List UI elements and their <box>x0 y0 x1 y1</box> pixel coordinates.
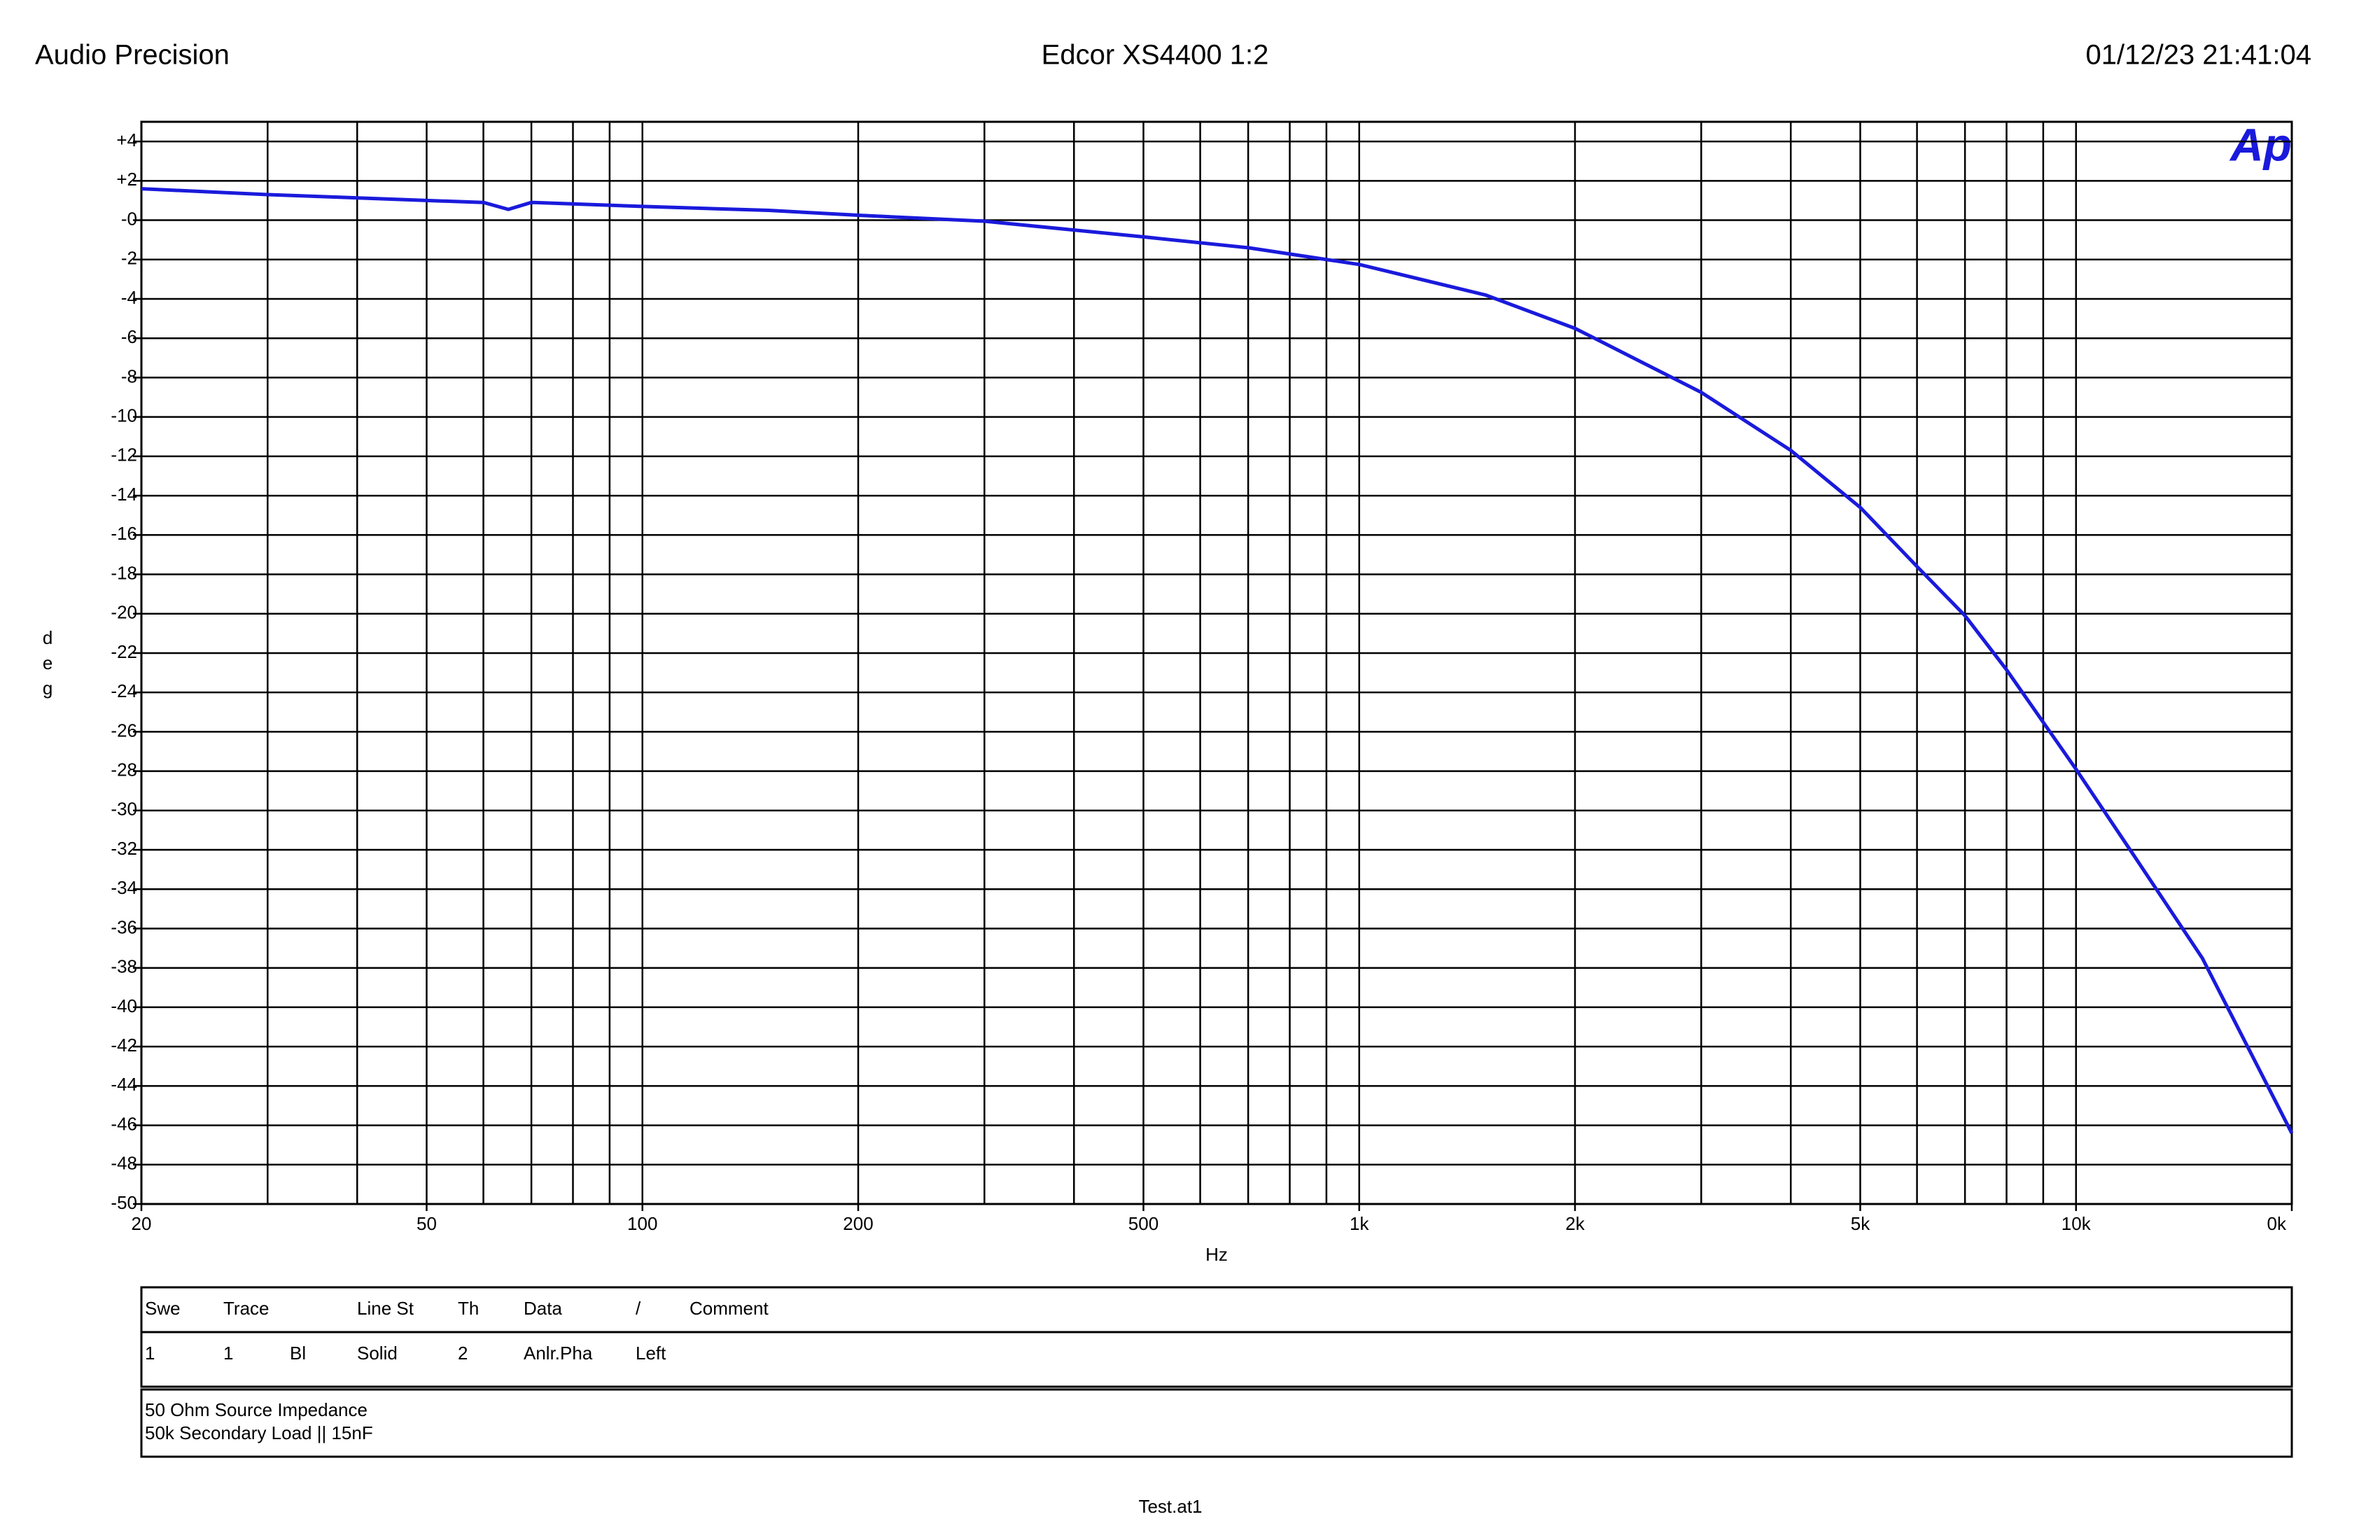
y-axis-label: deg <box>37 627 58 703</box>
table-cell: Anlr.Pha <box>524 1343 593 1364</box>
y-tick-label: -42 <box>111 1035 137 1056</box>
y-tick-label: -0 <box>121 208 137 229</box>
y-tick-label: -44 <box>111 1074 137 1095</box>
y-tick-label: -38 <box>111 956 137 977</box>
table-frame <box>140 1286 2293 1458</box>
table-header-cell: Comment <box>690 1298 769 1319</box>
y-tick-label: -32 <box>111 838 137 859</box>
y-tick-label: -2 <box>121 248 137 269</box>
note: 50k Secondary Load || 15nF <box>145 1422 373 1443</box>
x-axis-label: Hz <box>1205 1244 1228 1265</box>
y-tick-label: -14 <box>111 484 137 505</box>
table-header-cell: Swe <box>145 1298 181 1319</box>
table-cell: 1 <box>145 1343 155 1364</box>
table-cell: 2 <box>458 1343 468 1364</box>
header-left: Audio Precision <box>35 40 230 71</box>
y-tick-label: -22 <box>111 641 137 662</box>
y-tick-label: -12 <box>111 444 137 465</box>
x-tick-label: 500 <box>1128 1213 1158 1234</box>
table-header-cell: Data <box>524 1298 562 1319</box>
y-tick-label: +4 <box>116 130 137 150</box>
x-tick-label: 20 <box>132 1213 152 1234</box>
header-date: 01/12/23 21:41:04 <box>2085 40 2311 71</box>
x-tick-label: 50 <box>416 1213 437 1234</box>
table-header-cell: Th <box>458 1298 479 1319</box>
note: 50 Ohm Source Impedance <box>145 1399 368 1420</box>
y-tick-label: -46 <box>111 1113 137 1134</box>
y-tick-label: -10 <box>111 405 137 426</box>
x-tick-label: 0k <box>2267 1213 2287 1234</box>
y-tick-label: -24 <box>111 680 137 701</box>
y-tick-label: -48 <box>111 1153 137 1174</box>
y-tick-label: -4 <box>121 287 137 308</box>
table-cell: Bl <box>290 1343 306 1364</box>
notes-box <box>140 1388 2293 1458</box>
table-header-cell: Trace <box>223 1298 270 1319</box>
header-title: Edcor XS4400 1:2 <box>1042 40 1269 71</box>
footer: Test.at1 <box>1138 1496 1202 1517</box>
y-tick-label: -16 <box>111 523 137 544</box>
y-tick-label: -28 <box>111 759 137 780</box>
x-tick-label: 2k <box>1565 1213 1585 1234</box>
data-line <box>141 187 2294 1134</box>
x-tick-label: 10k <box>2062 1213 2092 1234</box>
y-tick-label: -20 <box>111 602 137 623</box>
logo: Ap <box>2229 118 2292 170</box>
y-tick-label: -8 <box>121 365 137 386</box>
x-tick-label: 200 <box>843 1213 873 1234</box>
table-box <box>140 1286 2293 1388</box>
y-tick-label: -50 <box>111 1192 137 1213</box>
table-cell: Solid <box>357 1343 398 1364</box>
y-tick-label: +2 <box>116 169 137 190</box>
plot-frame <box>140 120 2293 1205</box>
y-tick-label: -30 <box>111 799 137 820</box>
table-cell: 1 <box>223 1343 233 1364</box>
y-tick-label: -18 <box>111 562 137 583</box>
table-header-cell: / <box>636 1298 641 1319</box>
x-tick-label: 5k <box>1851 1213 1870 1234</box>
y-tick-label: -36 <box>111 916 137 937</box>
x-tick-label: 1k <box>1350 1213 1369 1234</box>
y-tick-label: -40 <box>111 995 137 1016</box>
table-header-cell: Line St <box>357 1298 414 1319</box>
y-tick-label: -26 <box>111 720 137 741</box>
table-cell: Left <box>636 1343 666 1364</box>
y-tick-label: -6 <box>121 326 137 347</box>
x-tick-label: 100 <box>627 1213 657 1234</box>
y-tick-label: -34 <box>111 877 137 898</box>
